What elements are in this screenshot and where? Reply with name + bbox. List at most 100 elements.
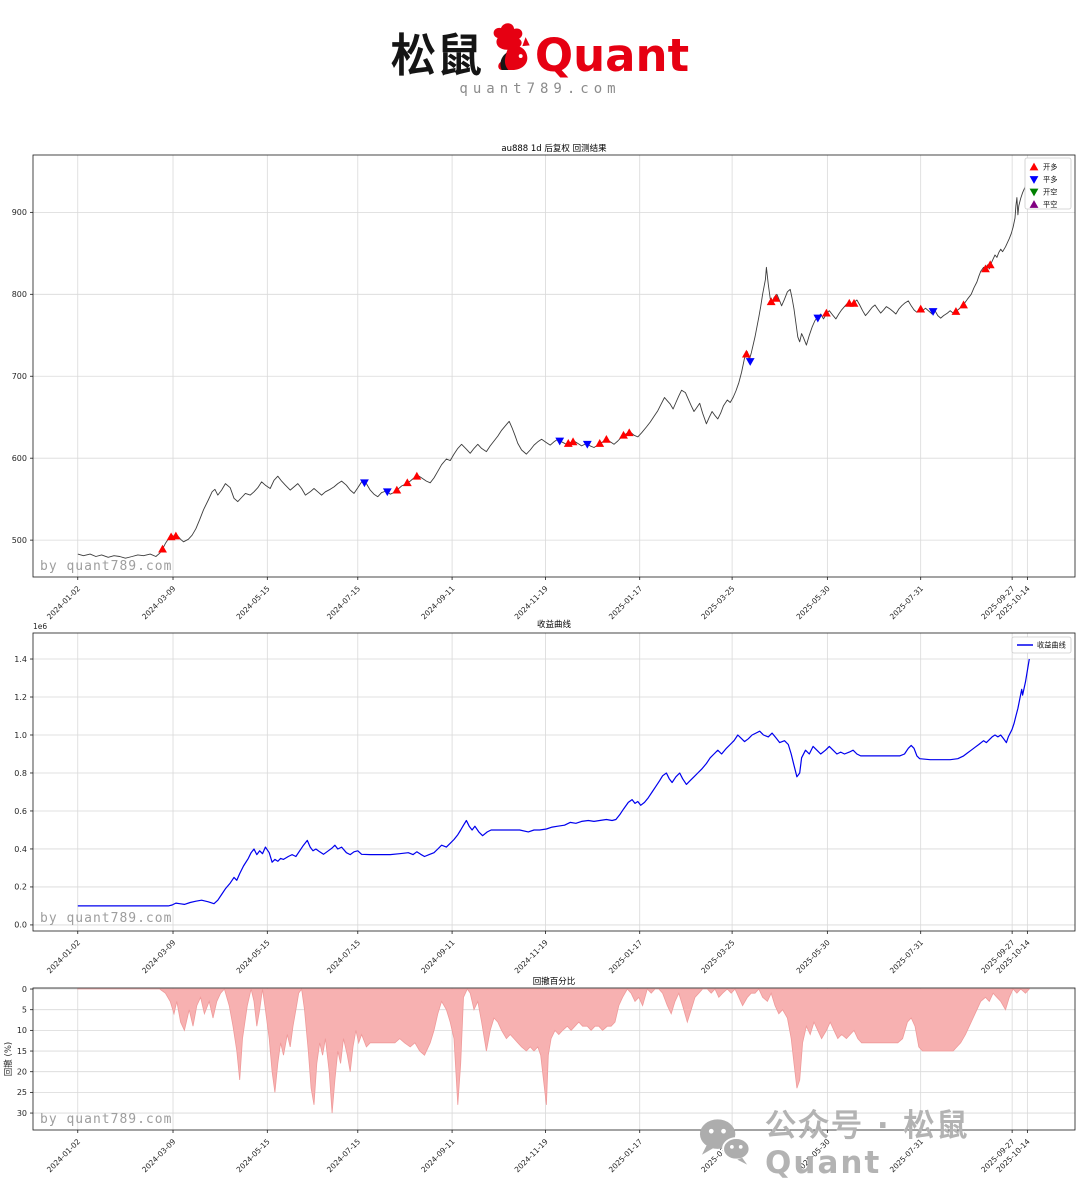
trade-marker-open_long xyxy=(624,428,634,437)
trade-marker-close_long xyxy=(555,437,565,446)
svg-text:900: 900 xyxy=(12,208,27,217)
trade-marker-open_long xyxy=(392,485,402,494)
footer-watermark: 公众号 · 松鼠Quant xyxy=(698,1100,1080,1178)
trade-marker-close_long xyxy=(382,488,392,497)
svg-text:0.0: 0.0 xyxy=(14,921,27,930)
equity-curve-chart: 2024-01-02 2024-03-09 2024-05-15 2024-07-15… xyxy=(0,606,1080,984)
svg-text:2024-03-09: 2024-03-09 xyxy=(140,1137,177,1174)
equity-chart-svg: 2024-01-02 2024-03-09 2024-05-15 2024-07-15… xyxy=(14,619,1076,975)
y-scale-label: 1e6 xyxy=(33,622,47,631)
svg-text:10: 10 xyxy=(17,1026,27,1035)
squirrel-eye xyxy=(518,54,523,59)
equity-series-line xyxy=(77,658,1030,907)
trade-marker-open_long xyxy=(741,349,751,358)
axes-frame xyxy=(32,154,1076,578)
price-chart-svg: 2024-01-02 2024-03-09 2024-05-15 2024-07-15… xyxy=(12,143,1076,621)
trade-marker-open_long xyxy=(171,531,181,540)
trade-marker-open_long xyxy=(959,300,968,309)
svg-text:1.0: 1.0 xyxy=(14,731,27,740)
svg-text:平多: 平多 xyxy=(1043,175,1057,184)
chart-title: 回撤百分比 xyxy=(533,976,576,987)
chart-title: au888 1d 后复权 回测结果 xyxy=(501,143,607,154)
svg-text:0.4: 0.4 xyxy=(14,845,27,854)
drawdown-area xyxy=(76,987,1030,1114)
trade-markers xyxy=(158,260,995,553)
svg-text:30: 30 xyxy=(17,1109,27,1118)
trade-marker-open_long xyxy=(771,293,781,302)
svg-text:500: 500 xyxy=(12,536,27,545)
svg-text:2024-09-11: 2024-09-11 xyxy=(419,1137,456,1174)
svg-text:1.4: 1.4 xyxy=(14,655,27,664)
svg-text:0.2: 0.2 xyxy=(14,883,27,892)
svg-text:600: 600 xyxy=(12,454,27,463)
svg-text:2024-05-15: 2024-05-15 xyxy=(235,1137,272,1174)
brand-name-cn: 松鼠 xyxy=(390,29,483,82)
svg-text:0: 0 xyxy=(22,985,27,994)
svg-text:20: 20 xyxy=(17,1068,27,1077)
trade-marker-open_long xyxy=(402,478,412,487)
site-header: 松鼠 Quant quant789.com xyxy=(0,6,1080,97)
svg-text:800: 800 xyxy=(12,290,27,299)
svg-text:2024-11-19: 2024-11-19 xyxy=(513,1137,550,1174)
footer-watermark-text: 公众号 · 松鼠Quant xyxy=(765,1108,970,1178)
svg-text:开空: 开空 xyxy=(1043,188,1057,197)
trade-marker-open_long xyxy=(822,308,831,317)
axes-frame xyxy=(32,987,1076,1131)
trade-marker-open_long xyxy=(158,544,167,553)
trade-marker-open_long xyxy=(595,439,605,447)
y-axis-labels: 0.0 0.2 0.4 0.6 0.8 1.0 1.2 1.4 xyxy=(14,655,33,930)
y-axis-labels: 500 600 700 800 900 xyxy=(12,208,33,545)
svg-text:收益曲线: 收益曲线 xyxy=(1037,641,1066,650)
trade-marker-close_long xyxy=(813,314,823,323)
trade-marker-open_long xyxy=(568,437,578,446)
svg-text:15: 15 xyxy=(17,1047,27,1056)
trade-marker-close_long xyxy=(360,479,369,488)
trade-marker-open_long xyxy=(916,304,926,313)
trade-marker-open_long xyxy=(981,264,990,273)
plot-area xyxy=(33,633,1075,931)
trade-marker-close_long xyxy=(745,358,755,366)
chart-watermark: by quant789.com xyxy=(40,911,172,926)
trade-marker-open_long xyxy=(849,298,859,307)
plot-area xyxy=(33,155,1075,577)
drawdown-chart-svg: 2024-01-02 2024-03-09 2024-05-15 2024-07-15… xyxy=(3,976,1076,1174)
y-axis-title: 回撤 (%) xyxy=(3,1042,14,1076)
y-axis-labels: 0 5 10 15 20 25 30 xyxy=(17,985,33,1118)
brand-name-en: Quant xyxy=(534,29,690,82)
trade-marker-open_long xyxy=(766,297,776,306)
price-chart: 2024-01-02 2024-03-09 2024-05-15 2024-07-15… xyxy=(0,138,1080,630)
brand-domain: quant789.com xyxy=(459,81,621,97)
trade-marker-open_long xyxy=(985,260,995,269)
gridlines xyxy=(33,633,1075,931)
svg-text:开多: 开多 xyxy=(1043,163,1057,172)
svg-text:700: 700 xyxy=(12,372,27,381)
trade-marker-open_long xyxy=(951,307,961,315)
axes-frame xyxy=(32,632,1076,932)
svg-text:2024-07-15: 2024-07-15 xyxy=(325,1137,362,1174)
squirrel-chest-accent xyxy=(500,52,509,70)
trade-marker-close_long xyxy=(928,308,938,316)
trade-marker-open_long xyxy=(601,434,611,443)
trade-marker-open_long xyxy=(619,430,628,439)
chart-watermark: by quant789.com xyxy=(40,559,172,574)
trade-marker-open_long xyxy=(412,471,422,480)
svg-text:1.2: 1.2 xyxy=(14,693,27,702)
wechat-icon xyxy=(699,1118,751,1165)
svg-text:5: 5 xyxy=(22,1006,27,1015)
svg-text:2025-01-17: 2025-01-17 xyxy=(607,1137,644,1174)
chart-title: 收益曲线 xyxy=(537,619,572,630)
svg-text:平空: 平空 xyxy=(1043,200,1057,209)
svg-text:0.8: 0.8 xyxy=(14,769,27,778)
svg-text:2024-01-02: 2024-01-02 xyxy=(45,1137,82,1174)
drawdown-chart: 2024-01-02 2024-03-09 2024-05-15 2024-07-15… xyxy=(0,960,1080,1178)
squirrel-logo-icon xyxy=(493,23,530,70)
brand-logo: 松鼠 Quant xyxy=(0,6,1080,78)
legend: 收益曲线 xyxy=(1011,636,1072,654)
svg-text:25: 25 xyxy=(17,1088,27,1097)
chart-watermark: by quant789.com xyxy=(40,1112,172,1127)
svg-text:0.6: 0.6 xyxy=(14,807,27,816)
trade-marker-close_long xyxy=(582,440,592,449)
gridlines xyxy=(33,155,1075,577)
